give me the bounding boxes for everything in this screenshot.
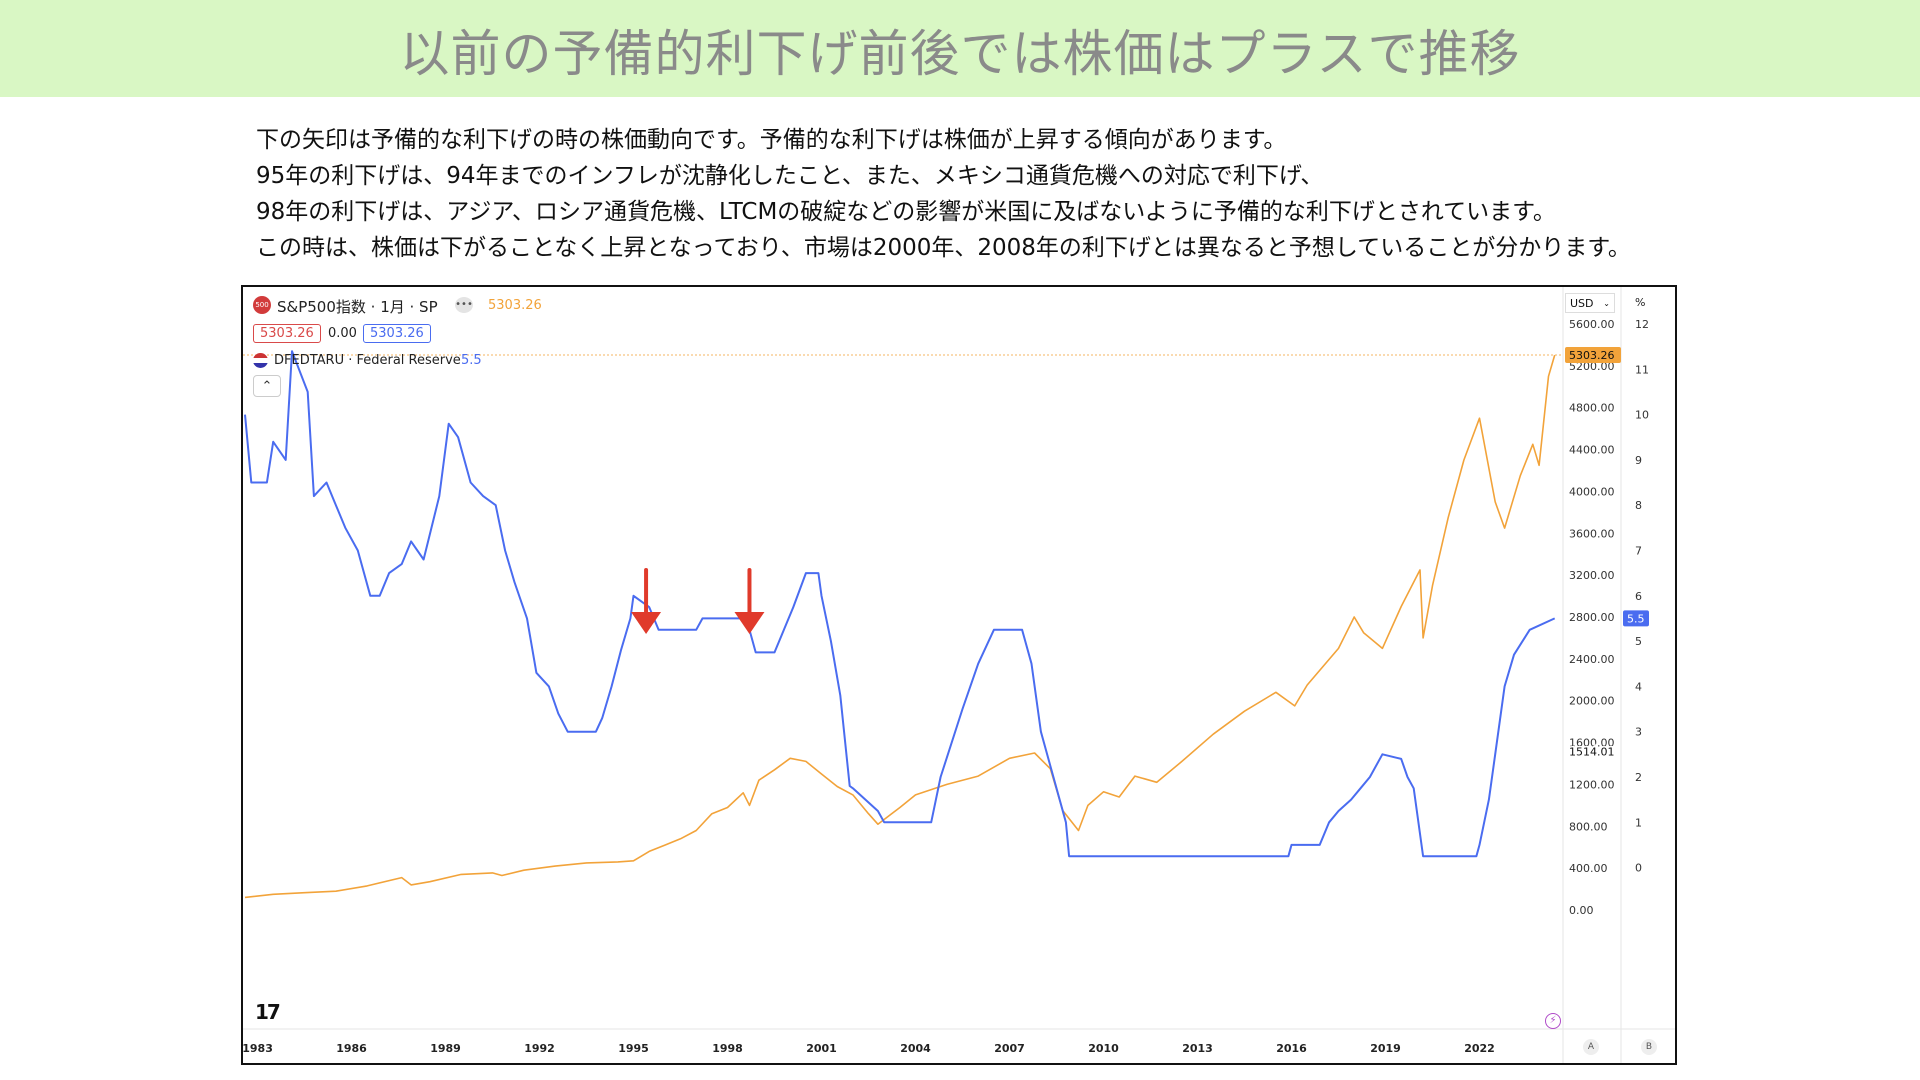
price-tick-label: 4000.00 xyxy=(1569,485,1615,498)
rate-badge-bg xyxy=(1623,610,1649,627)
rate-axis-badge: 5.5 xyxy=(1623,610,1649,627)
collapse-button[interactable]: ⌃ xyxy=(253,375,281,397)
chart-svg[interactable]: 5600.005200.004800.004400.004000.003600.… xyxy=(243,287,1675,1063)
axes: 5600.005200.004800.004400.004000.003600.… xyxy=(243,287,1675,1063)
rate-tick-label: 5 xyxy=(1635,635,1642,648)
price-tick-label: 3600.00 xyxy=(1569,527,1615,540)
description: 下の矢印は予備的な利下げの時の株価動向です。予備的な利下げは株価が上昇する傾向が… xyxy=(256,122,1856,266)
x-tick-label: 1986 xyxy=(336,1042,367,1055)
last-price-badge-bg xyxy=(1565,347,1621,364)
auto-scale-button[interactable]: A xyxy=(1583,1039,1599,1055)
x-tick-label: 1992 xyxy=(524,1042,555,1055)
price-tick-label: 3200.00 xyxy=(1569,569,1615,582)
price-tick-label: 800.00 xyxy=(1569,820,1608,833)
auto-scale-label: A xyxy=(1587,1042,1595,1052)
tradingview-logo[interactable]: 17 xyxy=(255,1000,281,1024)
sp500-line xyxy=(244,354,1556,899)
last-value: 5303.26 xyxy=(488,298,542,313)
price-tick-label: 5600.00 xyxy=(1569,318,1615,331)
rate-tick-label: 9 xyxy=(1635,454,1642,467)
x-tick-label: 2016 xyxy=(1276,1042,1307,1055)
price-left-badge[interactable]: 5303.26 xyxy=(253,324,321,343)
us-flag-icon xyxy=(253,353,268,368)
last-price-axis-badge: 5303.26 xyxy=(1565,347,1621,364)
rate-tick-label: 4 xyxy=(1635,680,1642,693)
arrow-head xyxy=(734,612,765,634)
percent-label: % xyxy=(1635,296,1646,309)
symbol-logo-icon: 500 xyxy=(253,296,271,314)
series2-title[interactable]: DFEDTARU · Federal Reserve xyxy=(274,353,461,368)
chart-panel[interactable]: 5600.00 5200.00 4800.00 4400.00 4000.00 3600.… xyxy=(241,285,1677,1065)
change-value: 0.00 xyxy=(328,326,357,341)
rate-tick-label: 11 xyxy=(1635,363,1649,376)
rate-tick-label: 7 xyxy=(1635,544,1642,557)
rate-badge-text: 5.5 xyxy=(1627,612,1645,625)
price-tick-label: 2000.00 xyxy=(1569,695,1615,708)
rate-tick-label: 3 xyxy=(1635,726,1642,739)
series2-value: 5.5 xyxy=(461,353,482,368)
x-tick-label: 2010 xyxy=(1088,1042,1119,1055)
sp500-series xyxy=(244,354,1556,899)
title-banner: 以前の予備的利下げ前後では株価はプラスで推移 xyxy=(0,0,1920,97)
settings-dots-icon[interactable]: ••• xyxy=(455,297,473,313)
chevron-down-icon: ⌄ xyxy=(1603,299,1610,308)
fed-rate-line xyxy=(244,350,1556,858)
rate-cut-arrow-icon xyxy=(734,568,765,634)
chevron-up-icon: ⌃ xyxy=(261,379,273,394)
x-tick-label: 2004 xyxy=(900,1042,931,1055)
price-tick-label: 5200.00 xyxy=(1569,360,1615,373)
rate-tick-label: 0 xyxy=(1635,862,1642,875)
symbol-logo-label: 500 xyxy=(255,301,269,309)
x-tick-label: 1983 xyxy=(243,1042,273,1055)
last-price-badge-text: 5303.26 xyxy=(1569,349,1615,362)
page-title: 以前の予備的利下げ前後では株価はプラスで推移 xyxy=(399,25,1521,83)
description-line-2: 95年の利下げは、94年までのインフレが沈静化したこと、また、メキシコ通貨危機へ… xyxy=(256,163,1324,189)
price-tick-label: 2800.00 xyxy=(1569,611,1615,624)
rate-tick-label: 10 xyxy=(1635,409,1649,422)
x-tick-label: 2007 xyxy=(994,1042,1025,1055)
price-tick-label: 2400.00 xyxy=(1569,653,1615,666)
price-tick-label: 0.00 xyxy=(1569,904,1594,917)
description-line-1: 下の矢印は予備的な利下げの時の株価動向です。予備的な利下げは株価が上昇する傾向が… xyxy=(256,127,1287,153)
x-tick-label: 1995 xyxy=(618,1042,649,1055)
rate-tick-label: 8 xyxy=(1635,499,1642,512)
description-line-4: この時は、株価は下がることなく上昇となっており、市場は2000年、2008年の利… xyxy=(256,235,1631,261)
rate-tick-label: 12 xyxy=(1635,318,1649,331)
rate-cut-arrow-icon xyxy=(631,568,662,634)
rate-cut-arrows xyxy=(631,568,765,634)
lightning-icon[interactable]: ⚡ xyxy=(1545,1013,1561,1029)
x-tick-label: 1998 xyxy=(712,1042,743,1055)
price-tick-label: 4800.00 xyxy=(1569,402,1615,415)
x-tick-label: 2019 xyxy=(1370,1042,1401,1055)
price-tick-label: 4400.00 xyxy=(1569,444,1615,457)
reference-price-label: 1514.01 xyxy=(1569,746,1615,759)
currency-selector[interactable]: USD ⌄ xyxy=(1565,293,1615,313)
x-tick-label: 2001 xyxy=(806,1042,837,1055)
rate-tick-label: 2 xyxy=(1635,771,1642,784)
arrow-head xyxy=(631,612,662,634)
currency-label: USD xyxy=(1570,297,1594,310)
rate-tick-label: 1 xyxy=(1635,816,1642,829)
x-tick-label: 2013 xyxy=(1182,1042,1213,1055)
x-tick-label: 1989 xyxy=(430,1042,461,1055)
x-tick-label: 2022 xyxy=(1464,1042,1495,1055)
log-scale-button[interactable]: B xyxy=(1641,1039,1657,1055)
symbol-title[interactable]: S&P500指数 · 1月 · SP xyxy=(277,298,438,316)
description-line-3: 98年の利下げは、アジア、ロシア通貨危機、LTCMの破綻などの影響が米国に及ばな… xyxy=(256,199,1556,225)
price-right-badge[interactable]: 5303.26 xyxy=(363,324,431,343)
price-tick-label: 1200.00 xyxy=(1569,778,1615,791)
rate-tick-label: 6 xyxy=(1635,590,1642,603)
fed-rate-series xyxy=(244,350,1556,858)
log-scale-label: B xyxy=(1645,1042,1653,1052)
price-tick-label: 400.00 xyxy=(1569,862,1608,875)
price-tick-label: 1600.00 xyxy=(1569,737,1615,750)
